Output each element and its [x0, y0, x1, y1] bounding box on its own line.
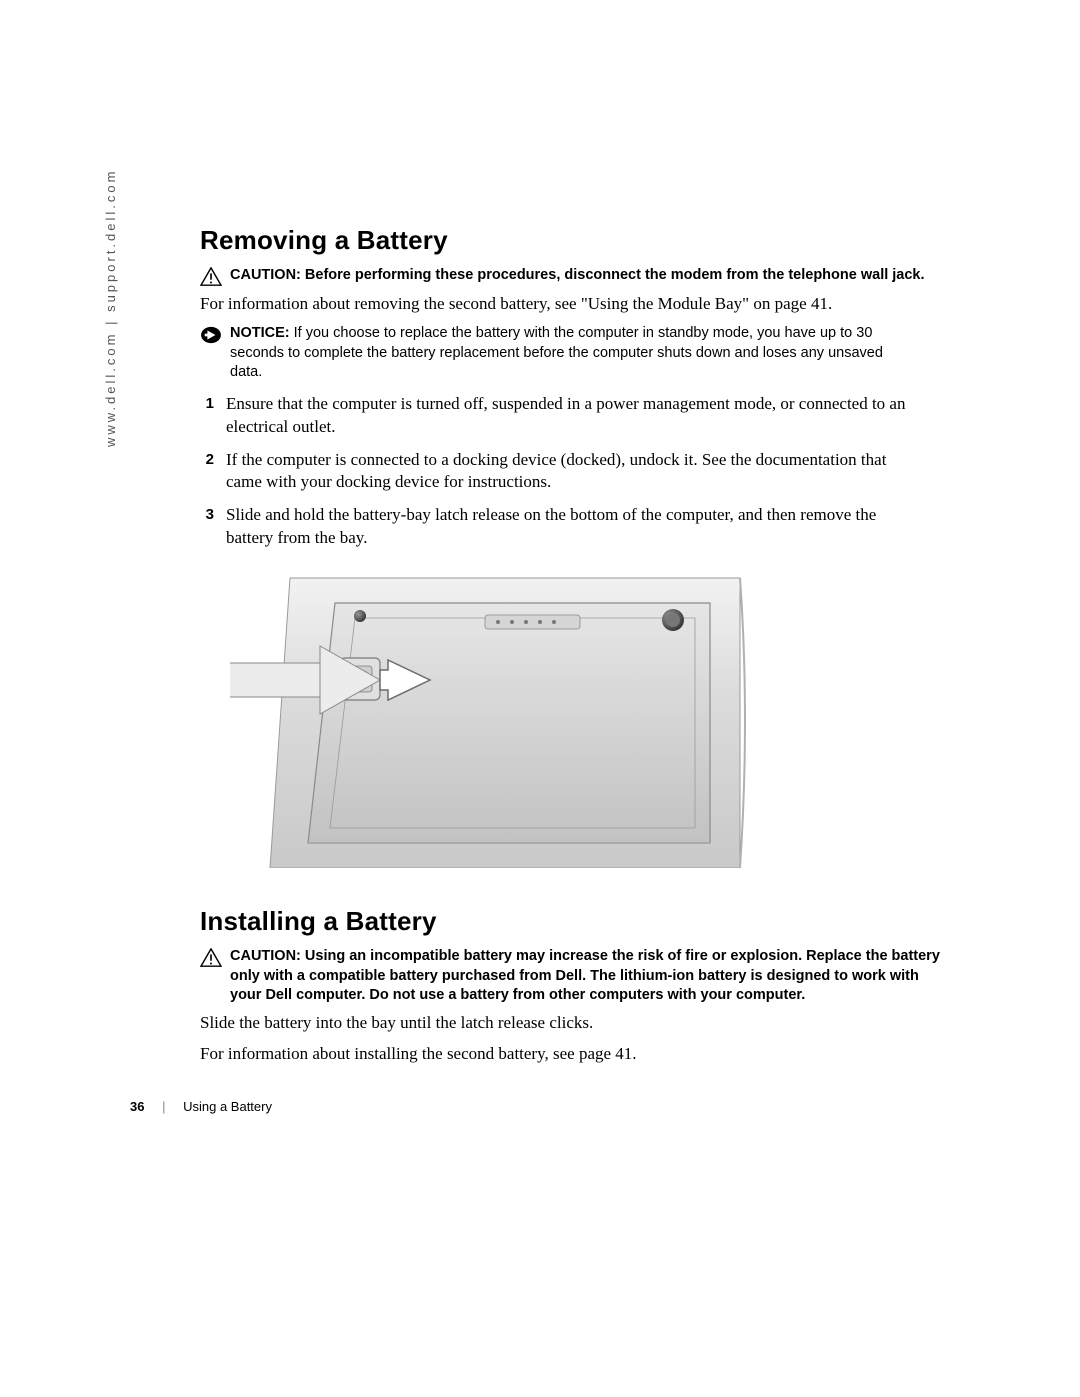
battery-illustration	[230, 568, 750, 868]
caution-label: CAUTION:	[230, 267, 301, 283]
page-content: Removing a Battery CAUTION: Before perfo…	[200, 225, 940, 1074]
intro-para: For information about removing the secon…	[200, 293, 940, 316]
notice-icon	[200, 326, 222, 344]
notice-block: NOTICE: If you choose to replace the bat…	[200, 324, 940, 383]
caution-text-2: CAUTION: Using an incompatible battery m…	[230, 947, 940, 1006]
step-3: 3 Slide and hold the battery-bay latch r…	[200, 504, 940, 550]
caution-text-1: CAUTION: Before performing these procedu…	[230, 266, 925, 286]
install-para-2: For information about installing the sec…	[200, 1043, 940, 1066]
heading-removing: Removing a Battery	[200, 225, 940, 256]
step-text: Slide and hold the battery-bay latch rel…	[226, 504, 926, 550]
step-num: 2	[200, 449, 214, 495]
notice-body: If you choose to replace the battery wit…	[230, 325, 883, 380]
caution-body: Using an incompatible battery may increa…	[230, 948, 940, 1003]
caution-icon	[200, 267, 222, 287]
heading-installing: Installing a Battery	[200, 906, 940, 937]
footer-separator: |	[162, 1099, 165, 1114]
caution-icon	[200, 948, 222, 968]
step-num: 3	[200, 504, 214, 550]
sidebar-url: www.dell.com | support.dell.com	[103, 169, 118, 447]
steps-list: 1 Ensure that the computer is turned off…	[200, 393, 940, 551]
install-para-1: Slide the battery into the bay until the…	[200, 1012, 940, 1035]
step-num: 1	[200, 393, 214, 439]
footer-section-name: Using a Battery	[183, 1099, 272, 1114]
notice-text: NOTICE: If you choose to replace the bat…	[230, 324, 890, 383]
page-number: 36	[130, 1099, 144, 1114]
notice-label: NOTICE:	[230, 325, 290, 341]
caution-label: CAUTION:	[230, 948, 301, 964]
caution-block-2: CAUTION: Using an incompatible battery m…	[200, 947, 940, 1006]
battery-figure	[230, 568, 940, 868]
step-text: Ensure that the computer is turned off, …	[226, 393, 926, 439]
step-1: 1 Ensure that the computer is turned off…	[200, 393, 940, 439]
caution-block-1: CAUTION: Before performing these procedu…	[200, 266, 940, 287]
step-2: 2 If the computer is connected to a dock…	[200, 449, 940, 495]
step-text: If the computer is connected to a dockin…	[226, 449, 926, 495]
page-footer: 36 | Using a Battery	[130, 1099, 272, 1114]
caution-body: Before performing these procedures, disc…	[305, 267, 925, 283]
